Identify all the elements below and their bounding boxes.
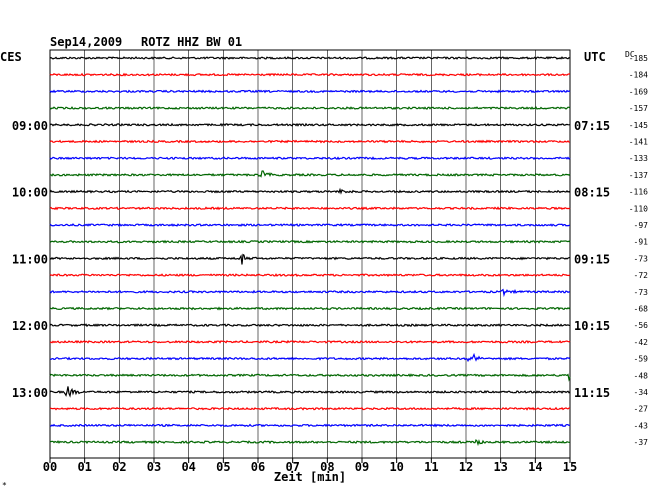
- dc-offset-label: -116: [629, 188, 648, 197]
- x-tick-label: 14: [528, 460, 542, 474]
- dc-offset-label: -169: [629, 87, 648, 96]
- trace-line: [49, 288, 570, 298]
- dc-offset-label: -91: [634, 238, 649, 247]
- dc-offset-label: -133: [629, 154, 648, 163]
- chart-station: ROTZ HHZ BW 01: [141, 35, 242, 49]
- x-tick-label: 12: [459, 460, 473, 474]
- x-axis-label: Zeit [min]: [274, 470, 346, 484]
- trace-line: [49, 352, 571, 363]
- dc-offset-label: -110: [629, 204, 648, 213]
- dc-offset-label: -73: [634, 288, 649, 297]
- left-time-label: 12:00: [12, 319, 48, 333]
- dc-offset-label: -48: [634, 371, 649, 380]
- trace-line: [49, 156, 571, 161]
- trace-line: [49, 306, 571, 311]
- dc-offset-labels: -185 -184 -169 -157 -145 -141 -133 -137 -116 -110…: [629, 54, 648, 447]
- x-tick-label: 06: [251, 460, 265, 474]
- trace-line: [49, 139, 571, 144]
- trace-line: [49, 122, 571, 127]
- dc-offset-label: -72: [634, 271, 649, 280]
- left-time-label: 10:00: [12, 186, 48, 200]
- chart-date: Sep14,2009: [50, 35, 122, 49]
- left-time-label: 11:00: [12, 252, 48, 266]
- left-timezone-label: CES: [0, 50, 22, 64]
- trace-line: [49, 323, 571, 328]
- dc-offset-label: -157: [629, 104, 648, 113]
- dc-offset-label: -97: [634, 221, 649, 230]
- right-time-label: 11:15: [574, 386, 610, 400]
- minute-grid: [84, 50, 536, 458]
- dc-offset-label: -56: [634, 321, 649, 330]
- dc-offset-label: -185: [629, 54, 648, 63]
- dc-offset-label: -73: [634, 254, 649, 263]
- x-tick-label: 00: [43, 460, 57, 474]
- dc-offset-label: -27: [634, 405, 649, 414]
- left-time-label: 13:00: [12, 386, 48, 400]
- trace-line: [49, 106, 571, 111]
- trace-line: [49, 273, 571, 278]
- right-time-label: 09:15: [574, 252, 610, 266]
- right-time-label: 07:15: [574, 119, 610, 133]
- dc-offset-label: -137: [629, 171, 648, 180]
- x-tick-label: 02: [112, 460, 126, 474]
- x-axis-ticks: 00 01 02 03 04 05 06 07 08 09 10 11 12 13 14 15: [43, 458, 577, 474]
- right-time-labels: 07:15 08:15 09:15 10:15 11:15: [574, 119, 610, 400]
- trace-line: [49, 89, 571, 94]
- traces-group: [49, 56, 571, 447]
- right-time-label: 08:15: [574, 186, 610, 200]
- trace-line: [49, 206, 571, 211]
- x-tick-label: 04: [181, 460, 195, 474]
- trace-line: [49, 170, 571, 178]
- corner-mark: *: [2, 481, 7, 490]
- right-timezone-label: UTC: [584, 50, 606, 64]
- dc-offset-label: -184: [629, 71, 648, 80]
- trace-line: [49, 223, 571, 228]
- x-tick-label: 11: [424, 460, 438, 474]
- plot-frame: [49, 49, 571, 459]
- dc-offset-label: -68: [634, 305, 649, 314]
- trace-line: [49, 406, 571, 411]
- trace-line: [49, 439, 571, 447]
- dc-offset-label: -145: [629, 121, 648, 130]
- x-tick-label: 05: [216, 460, 230, 474]
- x-tick-label: 13: [493, 460, 507, 474]
- trace-line: [49, 373, 571, 382]
- left-time-label: 09:00: [12, 119, 48, 133]
- right-time-label: 10:15: [574, 319, 610, 333]
- dc-header-label: DC: [625, 50, 635, 59]
- trace-line: [49, 423, 571, 428]
- dc-offset-label: -42: [634, 338, 649, 347]
- left-time-labels: 09:00 10:00 11:00 12:00 13:00: [12, 119, 48, 400]
- dc-offset-label: -34: [634, 388, 649, 397]
- trace-line: [49, 56, 571, 60]
- trace-line: [49, 187, 571, 195]
- x-tick-label: 15: [563, 460, 577, 474]
- dc-offset-label: -37: [634, 438, 649, 447]
- x-tick-label: 10: [389, 460, 403, 474]
- x-tick-label: 03: [147, 460, 161, 474]
- trace-line: [49, 339, 571, 344]
- x-tick-label: 09: [355, 460, 369, 474]
- dc-offset-label: -43: [634, 421, 649, 430]
- dc-offset-label: -141: [629, 138, 648, 147]
- x-tick-label: 07: [285, 460, 299, 474]
- trace-line: [49, 253, 571, 265]
- dc-offset-label: -59: [634, 355, 649, 364]
- x-tick-label: 08: [320, 460, 334, 474]
- x-tick-label: 01: [77, 460, 91, 474]
- trace-line: [49, 386, 571, 398]
- trace-line: [49, 72, 570, 77]
- trace-line: [49, 239, 571, 244]
